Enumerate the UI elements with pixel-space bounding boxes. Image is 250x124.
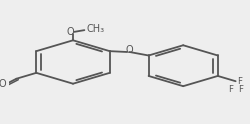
Text: O: O: [66, 27, 74, 37]
Text: CH₃: CH₃: [86, 24, 104, 34]
Text: O: O: [125, 45, 132, 55]
Text: F: F: [227, 85, 232, 94]
Text: F: F: [236, 77, 242, 86]
Text: O: O: [0, 79, 6, 89]
Text: F: F: [238, 85, 242, 94]
